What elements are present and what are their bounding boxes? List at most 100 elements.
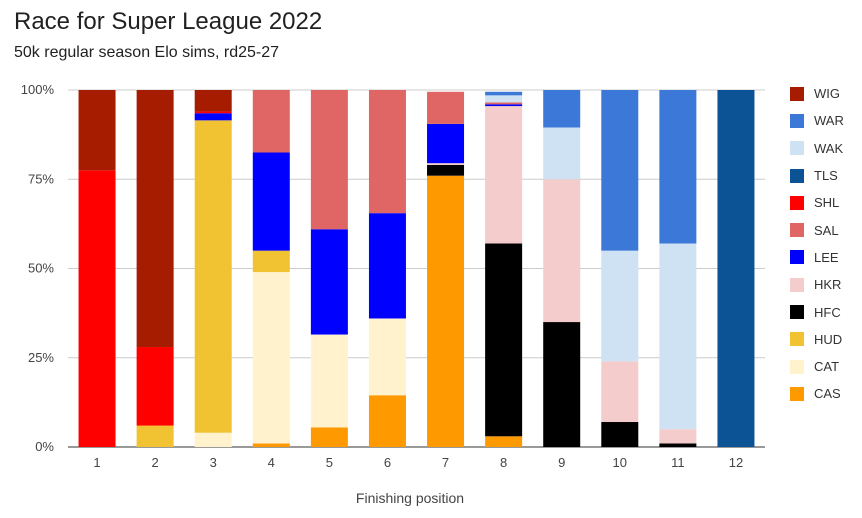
bar-segment-cas-pos-5 <box>310 427 348 447</box>
x-tick-label: 12 <box>729 455 743 470</box>
bar-segment-lee-pos-7 <box>427 123 465 164</box>
bar-segment-hfc-pos-7 <box>427 164 465 176</box>
y-tick-label: 25% <box>28 350 54 365</box>
chart-subtitle: 50k regular season Elo sims, rd25-27 <box>14 44 280 61</box>
x-tick-label: 1 <box>93 455 100 470</box>
legend-swatch <box>790 195 804 210</box>
legend-item-wak: WAK <box>790 135 860 162</box>
bar-segment-hud-pos-3 <box>194 120 232 433</box>
legend: WIG WAR WAK TLS SHL SAL LEE HKR HFC HUD CAT CAS <box>790 80 860 408</box>
legend-label: WAK <box>814 140 844 156</box>
legend-swatch <box>790 113 804 128</box>
bar-segment-hfc-pos-9 <box>543 322 581 447</box>
legend-item-sal: SAL <box>790 216 860 243</box>
legend-item-tls: TLS <box>790 162 860 189</box>
legend-item-cas: CAS <box>790 380 860 407</box>
legend-label: HFC <box>814 304 841 320</box>
bar-segment-sal-pos-5 <box>310 90 348 230</box>
bar-segment-hfc-pos-8 <box>485 243 523 437</box>
bar-segment-war-pos-8 <box>485 91 523 96</box>
bar-segment-wig-pos-3 <box>194 90 232 112</box>
bar-segment-cat-pos-4 <box>252 272 290 444</box>
legend-item-war: WAR <box>790 107 860 134</box>
legend-label: SHL <box>814 195 840 211</box>
bar-segment-wig-pos-2 <box>136 90 174 348</box>
bar-segment-lee-pos-4 <box>252 152 290 251</box>
bar-segment-sal-pos-8 <box>485 102 523 105</box>
x-tick-label: 10 <box>613 455 627 470</box>
x-tick-label: 11 <box>671 455 685 470</box>
x-axis-label: Finishing position <box>355 490 465 506</box>
bar-segment-sal-pos-4 <box>252 90 290 153</box>
x-tick-label: 4 <box>268 455 275 470</box>
bar-segment-hkr-pos-8 <box>485 106 523 244</box>
x-tick-label: 2 <box>152 455 159 470</box>
legend-swatch <box>790 250 804 265</box>
bar-segment-wak-pos-10 <box>601 250 639 362</box>
x-tick-label: 3 <box>210 455 217 470</box>
bar-segment-war-pos-11 <box>659 90 697 244</box>
bar-segment-wak-pos-11 <box>659 243 697 430</box>
bar-segment-war-pos-10 <box>601 90 639 251</box>
bar-segment-cas-pos-8 <box>485 436 523 447</box>
bar-segment-hkr-pos-7 <box>427 163 465 165</box>
y-tick-label: 75% <box>28 171 54 186</box>
legend-swatch <box>790 168 804 183</box>
y-tick-label: 0% <box>35 439 54 454</box>
bar-segment-lee-pos-6 <box>368 213 406 319</box>
bar-segment-cas-pos-7 <box>427 175 465 447</box>
y-tick-labels: 0% 25% 50% 75% 100% <box>21 82 55 454</box>
legend-item-cat: CAT <box>790 353 860 380</box>
legend-swatch <box>790 86 804 101</box>
bar-segment-hud-pos-4 <box>252 250 290 273</box>
legend-label: WIG <box>814 86 840 102</box>
chart-title: Race for Super League 2022 <box>14 8 323 35</box>
legend-swatch <box>790 141 804 156</box>
bar-segment-lee-pos-5 <box>310 229 348 335</box>
gridlines <box>68 89 765 448</box>
bar-segment-lee-pos-3 <box>194 113 232 121</box>
bar-segment-hkr-pos-10 <box>601 361 639 423</box>
legend-label: CAT <box>814 359 840 375</box>
legend-label: SAL <box>814 222 839 238</box>
legend-item-hkr: HKR <box>790 271 860 298</box>
x-tick-labels: 1 2 3 4 5 6 7 8 9 10 11 12 <box>93 455 743 470</box>
bar-segment-war-pos-9 <box>543 90 581 128</box>
bar-segment-cat-pos-5 <box>310 334 348 428</box>
legend-item-shl: SHL <box>790 189 860 216</box>
x-tick-label: 9 <box>558 455 565 470</box>
legend-item-wig: WIG <box>790 80 860 107</box>
bar-segment-tls-pos-12 <box>717 90 755 447</box>
legend-label: CAS <box>814 386 841 402</box>
bar-segment-wak-pos-9 <box>543 127 581 180</box>
legend-label: TLS <box>814 168 838 184</box>
bar-segment-lee-pos-8 <box>485 104 523 107</box>
legend-swatch <box>790 223 804 238</box>
x-tick-label: 6 <box>384 455 391 470</box>
x-tick-label: 8 <box>500 455 507 470</box>
legend-item-hfc: HFC <box>790 298 860 325</box>
legend-swatch <box>790 359 804 374</box>
bar-segment-wak-pos-8 <box>485 95 523 103</box>
bar-segment-cas-pos-4 <box>252 443 290 447</box>
x-tick-label: 7 <box>442 455 449 470</box>
legend-label: WAR <box>814 113 844 129</box>
y-tick-label: 50% <box>28 261 54 276</box>
bars <box>78 90 755 447</box>
legend-label: LEE <box>814 249 839 265</box>
legend-swatch <box>790 277 804 292</box>
x-tick-label: 5 <box>326 455 333 470</box>
bar-segment-shl-pos-1 <box>78 170 116 447</box>
bar-segment-hfc-pos-11 <box>659 443 697 447</box>
legend-item-lee: LEE <box>790 244 860 271</box>
legend-label: HUD <box>814 331 843 347</box>
bar-segment-wig-pos-1 <box>78 90 116 171</box>
bar-segment-cat-pos-6 <box>368 318 406 396</box>
bar-segment-hkr-pos-11 <box>659 429 697 444</box>
bar-segment-shl-pos-3 <box>194 111 232 114</box>
stacked-bar-chart: 1 2 3 4 5 6 7 8 9 10 11 12 0%25%50%75%100% <box>21 82 765 470</box>
legend-swatch <box>790 386 804 401</box>
bar-segment-sal-pos-7 <box>427 91 465 124</box>
bar-segment-shl-pos-2 <box>136 347 174 426</box>
y-tick-label: 100% <box>21 82 55 97</box>
